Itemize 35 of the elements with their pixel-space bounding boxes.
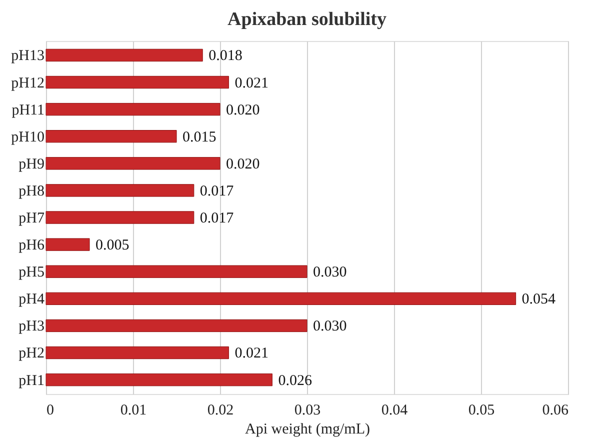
y-tick-label: pH12: [11, 75, 44, 92]
data-label: 0.017: [200, 210, 234, 226]
data-label: 0.026: [278, 372, 312, 389]
x-tick-label: 0.03: [294, 402, 321, 418]
data-label: 0.015: [182, 129, 216, 146]
data-label: 0.021: [234, 75, 268, 92]
y-tick-label: pH4: [18, 292, 45, 308]
y-tick-label: pH2: [18, 346, 44, 362]
x-tick-label: 0.02: [207, 402, 234, 418]
data-label: 0.005: [96, 238, 130, 254]
y-tick-label: pH8: [18, 183, 44, 200]
x-tick-label: 0.04: [381, 402, 408, 418]
y-tick-label: pH1: [18, 372, 44, 389]
x-tick-label: 0.05: [468, 402, 495, 418]
data-label: 0.017: [200, 183, 234, 200]
y-tick-label: pH6: [18, 238, 45, 254]
data-label: 0.030: [313, 264, 347, 281]
y-tick-label: pH3: [18, 318, 44, 335]
data-label: 0.030: [313, 318, 347, 335]
data-label: 0.020: [226, 102, 260, 118]
x-axis-title: Api weight (mg/mL): [245, 422, 370, 438]
x-tick-label: 0.06: [542, 402, 569, 418]
y-tick-label: pH5: [18, 264, 44, 281]
data-label: 0.020: [226, 156, 260, 172]
data-label: 0.021: [234, 346, 268, 362]
y-tick-label: pH7: [18, 210, 45, 226]
y-tick-label: pH11: [12, 102, 44, 118]
y-tick-label: pH9: [18, 156, 44, 172]
x-tick-label: 0: [46, 402, 54, 418]
y-tick-label: pH10: [11, 129, 44, 146]
y-tick-label: pH13: [11, 48, 44, 64]
data-label: 0.018: [208, 48, 242, 64]
chart-title: Apixaban solubility: [228, 9, 387, 30]
x-tick-label: 0.01: [120, 402, 147, 418]
data-label: 0.054: [522, 292, 556, 308]
